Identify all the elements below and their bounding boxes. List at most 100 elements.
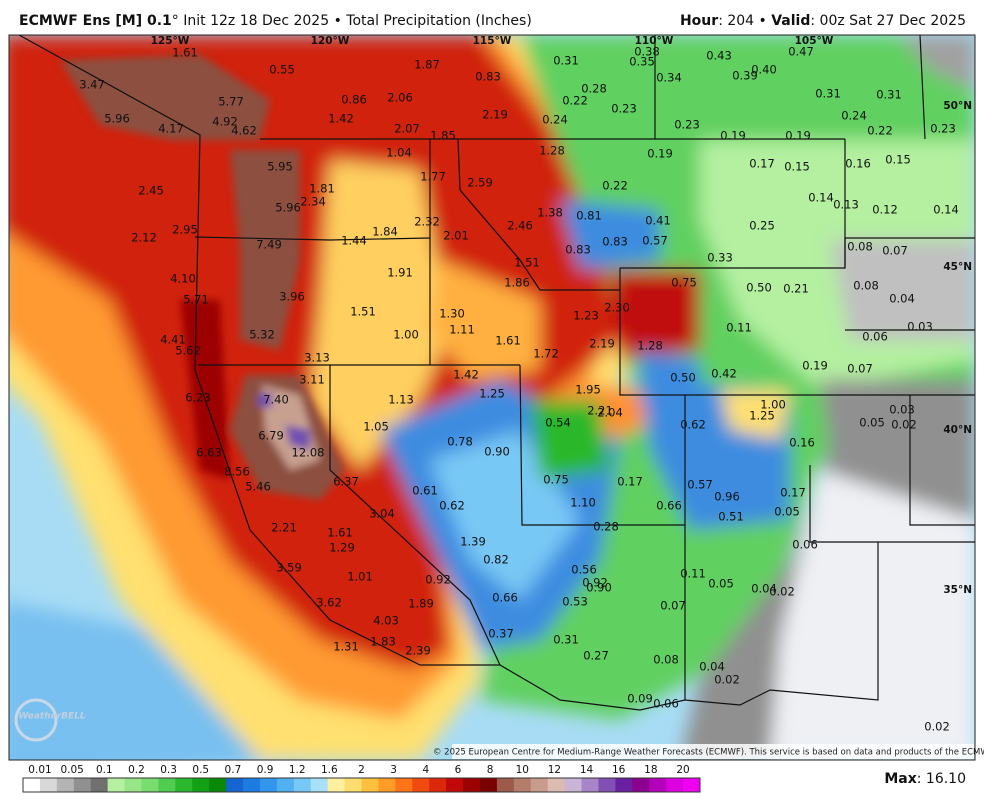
precip-label: 0.19 [720, 129, 746, 143]
precip-label: 0.06 [653, 697, 679, 711]
colorbar-swatch [124, 778, 142, 792]
precip-label: 3.13 [304, 351, 330, 365]
colorbar-label: 12 [548, 764, 561, 776]
precip-label: 0.55 [269, 63, 295, 77]
precip-label: 0.92 [425, 573, 451, 587]
precip-label: 0.47 [788, 45, 814, 59]
boundaries [17, 35, 975, 711]
precip-label: 0.35 [629, 55, 655, 69]
precip-label: 0.34 [656, 71, 682, 85]
precip-label: 0.90 [586, 581, 612, 595]
colorbar-swatch [581, 778, 599, 792]
precip-label: 1.91 [387, 266, 413, 280]
precip-label: 6.63 [196, 446, 222, 460]
precip-label: 0.81 [576, 209, 602, 223]
precip-label: 0.90 [484, 445, 510, 459]
precip-label: 0.42 [711, 367, 737, 381]
colorbar-label: 0.01 [28, 764, 51, 776]
precip-label: 0.37 [488, 627, 514, 641]
precip-label: 0.03 [889, 403, 915, 417]
precip-label: 1.44 [341, 234, 367, 248]
precip-label: 1.95 [575, 383, 601, 397]
precip-label: 2.59 [467, 176, 493, 190]
precip-label: 7.49 [256, 238, 282, 252]
colorbar-label: 0.1 [96, 764, 113, 776]
precip-label: 0.17 [749, 157, 775, 171]
precip-label: 0.05 [859, 416, 885, 430]
precip-label: 0.14 [808, 191, 834, 205]
colorbar-label: 0.9 [257, 764, 274, 776]
precip-label: 5.46 [245, 480, 271, 494]
precip-label: 1.61 [495, 334, 521, 348]
colorbar-swatch [243, 778, 261, 792]
colorbar-swatch [192, 778, 210, 792]
precip-label: 4.92 [212, 115, 238, 129]
longitude-label: 110°W [635, 35, 674, 47]
precip-label: 0.83 [475, 70, 501, 84]
precip-label: 0.28 [593, 520, 619, 534]
precip-label: 0.92 [582, 576, 608, 590]
title-rest: ° Init 12z 18 Dec 2025 • Total Precipita… [172, 13, 532, 29]
colorbar-swatch [361, 778, 379, 792]
precip-label: 2.39 [405, 644, 431, 658]
precip-label: 0.27 [583, 649, 609, 663]
precip-label: 0.04 [699, 660, 725, 674]
colorbar-swatch [513, 778, 532, 792]
precip-label: 0.75 [671, 276, 697, 290]
precip-label: 0.39 [732, 69, 758, 83]
colorbar-label: 6 [455, 764, 462, 776]
precip-label: 0.57 [687, 478, 713, 492]
colorbar-label: 20 [676, 764, 689, 776]
precip-label: 1.61 [327, 526, 353, 540]
precip-label: 0.50 [670, 371, 696, 385]
colorbar-swatch [259, 778, 278, 792]
precip-label: 0.13 [833, 198, 859, 212]
precip-label: 0.17 [617, 475, 643, 489]
precip-label: 2.32 [414, 215, 440, 229]
precip-label: 2.45 [138, 184, 164, 198]
precip-label: 2.07 [394, 122, 420, 136]
precip-label: 0.66 [656, 499, 682, 513]
precip-label: 0.05 [774, 505, 800, 519]
longitude-label: 120°W [311, 35, 350, 47]
precip-label: 0.02 [769, 585, 795, 599]
precip-label: 6.37 [333, 475, 359, 489]
precip-label: 3.96 [279, 290, 305, 304]
precip-label: 0.14 [933, 203, 959, 217]
longitude-label: 105°W [795, 35, 834, 47]
precip-label: 1.39 [460, 535, 486, 549]
latitude-label: 40°N [943, 424, 972, 436]
precip-label: 0.62 [680, 418, 706, 432]
logo-globe [14, 698, 58, 742]
precip-label: 0.21 [783, 282, 809, 296]
precip-label: 1.77 [420, 170, 446, 184]
precip-label: 0.22 [867, 124, 893, 138]
precip-label: 1.05 [363, 420, 389, 434]
colorbar-swatch [547, 778, 565, 792]
colorbar-swatch [276, 778, 295, 792]
precip-label: 2.01 [443, 229, 469, 243]
precip-label: 1.30 [439, 307, 465, 321]
colorbar-label: 8 [487, 764, 494, 776]
colorbar-swatch [344, 778, 362, 792]
precip-label: 2.34 [300, 195, 326, 209]
precip-label: 1.72 [533, 347, 559, 361]
precip-label: 0.54 [545, 416, 571, 430]
colorbar-swatch [632, 778, 650, 792]
valid-label: Valid [771, 13, 810, 29]
precip-label: 6.79 [258, 429, 284, 443]
precip-label: 0.07 [882, 244, 908, 258]
precip-label: 1.84 [372, 225, 398, 239]
precip-label: 0.11 [726, 321, 752, 335]
precip-label: 0.86 [341, 93, 367, 107]
precip-label: 0.23 [674, 118, 700, 132]
precip-label: 1.04 [386, 146, 412, 160]
precip-label: 8.56 [224, 465, 250, 479]
colorbar-swatch [666, 778, 684, 792]
precip-label: 0.43 [706, 49, 732, 63]
precip-label: 0.25 [749, 219, 775, 233]
precip-label: 0.08 [853, 279, 879, 293]
precip-label: 3.47 [79, 78, 105, 92]
precip-label: 5.96 [275, 201, 301, 215]
precip-label: 0.78 [447, 435, 473, 449]
